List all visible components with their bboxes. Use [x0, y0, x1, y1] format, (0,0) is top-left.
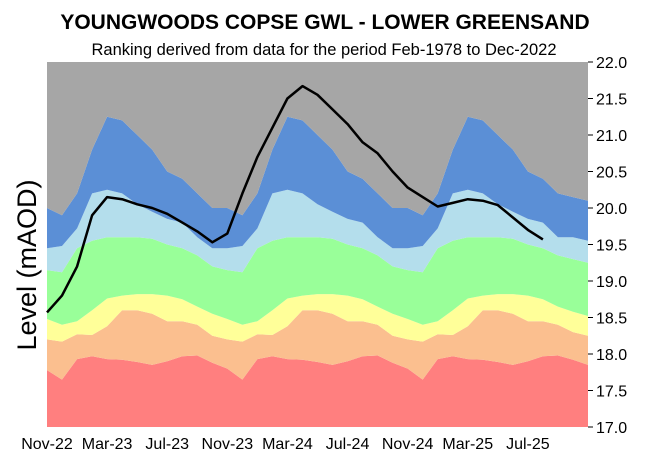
level-series	[46, 84, 544, 314]
y-tick-label: 20.5	[596, 165, 627, 182]
y-tick-label: 19.5	[596, 238, 627, 255]
y-tick-label: 18.0	[596, 347, 627, 364]
y-tick-label: 19.0	[596, 274, 627, 291]
y-tick-label: 18.5	[596, 311, 627, 328]
x-tick-label: Nov-22	[21, 436, 73, 453]
series-line-1	[46, 84, 544, 314]
chart-title: YOUNGWOODS COPSE GWL - LOWER GREENSAND	[60, 11, 589, 34]
y-tick-label: 21.0	[596, 128, 627, 145]
y-tick-label: 22.0	[596, 55, 627, 72]
ranking-band-4	[47, 237, 588, 325]
x-tick-label: Jul-23	[145, 436, 189, 453]
chart-subtitle: Ranking derived from data for the period…	[91, 41, 556, 59]
ranking-band-2	[47, 310, 588, 380]
x-tick-label: Jul-24	[326, 436, 370, 453]
ranking-band-5	[47, 189, 588, 273]
x-tick-label: Mar-25	[442, 436, 493, 453]
ranking-band-1	[47, 355, 588, 427]
ranking-bands	[47, 62, 588, 427]
x-tick-label: Nov-24	[382, 436, 434, 453]
x-tick-label: Mar-24	[262, 436, 313, 453]
y-axis-label: Level (mAOD)	[12, 179, 42, 350]
y-tick-label: 21.5	[596, 92, 627, 109]
y-axis: 17.0 17.5 18.0 18.5 19.0 19.5 20.0 20.5 21.0 21.5…	[588, 55, 627, 437]
y-tick-label: 20.0	[596, 201, 627, 218]
x-tick-label: Mar-23	[82, 436, 133, 453]
x-tick-label: Nov-23	[202, 436, 254, 453]
x-axis: Nov-22 Mar-23 Jul-23 Nov-23 Mar-24 Jul-24 Nov-…	[21, 436, 550, 453]
ranking-band-3	[47, 294, 588, 342]
x-tick-label: Jul-25	[506, 436, 550, 453]
y-tick-label: 17.0	[596, 420, 627, 437]
ranking-band-6	[47, 116, 588, 249]
ranking-band-7	[47, 62, 588, 216]
y-tick-label: 17.5	[596, 384, 627, 401]
